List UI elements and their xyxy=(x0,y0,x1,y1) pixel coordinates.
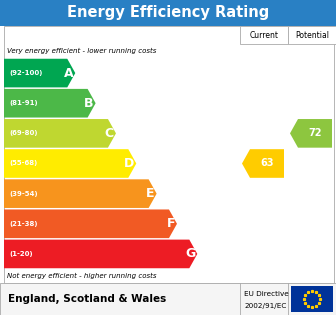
Text: 63: 63 xyxy=(260,158,274,169)
Polygon shape xyxy=(4,240,197,268)
Text: C: C xyxy=(105,127,114,140)
Bar xyxy=(240,26,288,44)
Text: EU Directive: EU Directive xyxy=(244,290,289,296)
Text: Current: Current xyxy=(250,31,279,39)
Text: (81-91): (81-91) xyxy=(9,100,38,106)
Polygon shape xyxy=(4,149,136,178)
Text: E: E xyxy=(146,187,155,200)
Polygon shape xyxy=(4,59,75,87)
Polygon shape xyxy=(4,209,177,238)
Text: (92-100): (92-100) xyxy=(9,70,42,76)
Text: D: D xyxy=(124,157,134,170)
Bar xyxy=(288,26,336,44)
Text: (55-68): (55-68) xyxy=(9,161,37,167)
Bar xyxy=(0,283,336,315)
Polygon shape xyxy=(290,119,332,148)
Text: (21-38): (21-38) xyxy=(9,221,38,227)
Text: Energy Efficiency Rating: Energy Efficiency Rating xyxy=(67,5,269,20)
Polygon shape xyxy=(4,119,116,148)
Text: (1-20): (1-20) xyxy=(9,251,33,257)
Text: Not energy efficient - higher running costs: Not energy efficient - higher running co… xyxy=(7,273,157,279)
Bar xyxy=(4,26,334,283)
Text: England, Scotland & Wales: England, Scotland & Wales xyxy=(8,294,166,304)
Polygon shape xyxy=(242,149,284,178)
Bar xyxy=(291,286,333,312)
Text: Very energy efficient - lower running costs: Very energy efficient - lower running co… xyxy=(7,48,156,54)
Bar xyxy=(0,0,336,26)
Polygon shape xyxy=(4,89,96,117)
Text: (39-54): (39-54) xyxy=(9,191,38,197)
Text: G: G xyxy=(185,247,195,261)
Text: 72: 72 xyxy=(308,128,322,138)
Polygon shape xyxy=(4,179,157,208)
Text: A: A xyxy=(64,66,73,80)
Text: F: F xyxy=(166,217,175,230)
Text: B: B xyxy=(84,97,94,110)
Text: Potential: Potential xyxy=(295,31,329,39)
Text: (69-80): (69-80) xyxy=(9,130,38,136)
Text: 2002/91/EC: 2002/91/EC xyxy=(244,303,286,309)
